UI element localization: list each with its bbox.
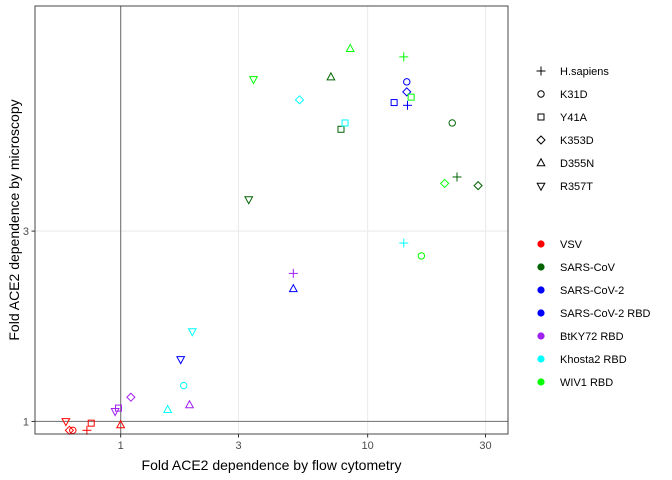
x-tick-label: 10 xyxy=(362,440,374,452)
data-point xyxy=(244,196,254,205)
shape-legend: H.sapiens K31D Y41A K353D D355N R357T xyxy=(536,66,609,193)
legend-color-key xyxy=(537,332,545,340)
color-legend: VSV SARS-CoV SARS-CoV-2 SARS-CoV-2 RBD BtKY7… xyxy=(537,239,651,389)
legend-label: VSV xyxy=(560,239,583,251)
color-legend-item: VSV xyxy=(537,239,583,251)
y-axis-title: Fold ACE2 dependence by microscopy xyxy=(6,99,22,340)
shape-legend-item: H.sapiens xyxy=(536,66,609,78)
legend-label: BtKY72 RBD xyxy=(560,331,624,343)
data-point xyxy=(126,392,136,402)
legend-label: Y41A xyxy=(560,112,588,124)
panel-border xyxy=(34,5,509,435)
data-point xyxy=(180,381,188,390)
color-legend-item: SARS-CoV-2 xyxy=(537,285,624,297)
legend-color-key xyxy=(537,240,545,248)
legend-label: SARS-CoV-2 xyxy=(560,285,624,297)
legend-key-triangle-down xyxy=(536,182,546,192)
data-point xyxy=(116,419,126,429)
data-point xyxy=(82,425,92,435)
color-legend-item: WIV1 RBD xyxy=(537,377,613,389)
data-point xyxy=(402,87,412,97)
legend-label: D355N xyxy=(560,158,594,170)
data-point xyxy=(345,43,355,52)
data-point xyxy=(294,95,305,105)
legend-label: SARS-CoV xyxy=(560,262,616,274)
legend-color-key xyxy=(537,263,545,271)
data-point xyxy=(187,328,197,337)
data-point xyxy=(110,408,120,417)
shape-legend-item: D355N xyxy=(536,157,594,170)
data-point xyxy=(448,119,456,127)
data-point xyxy=(69,426,77,435)
shape-legend-item: K353D xyxy=(536,135,594,147)
legend-color-key xyxy=(537,355,545,363)
legend-label: R357T xyxy=(560,181,593,193)
color-legend-item: SARS-CoV-2 RBD xyxy=(537,308,651,320)
data-points xyxy=(61,43,483,436)
data-point xyxy=(248,76,259,85)
y-axis-ticks: 13 xyxy=(23,226,35,428)
legend-label: Khosta2 RBD xyxy=(560,354,627,366)
data-point xyxy=(288,283,298,293)
x-tick-label: 30 xyxy=(479,440,491,452)
data-point xyxy=(403,100,413,110)
data-point xyxy=(337,125,345,133)
plot-panel xyxy=(34,5,509,436)
legend-key-circle xyxy=(537,90,545,98)
y-tick-label: 3 xyxy=(23,226,29,238)
data-point xyxy=(417,252,426,260)
legend-color-key xyxy=(537,286,545,294)
data-point xyxy=(341,119,349,127)
data-point xyxy=(163,404,173,414)
shape-legend-item: R357T xyxy=(536,181,593,193)
legend-label: H.sapiens xyxy=(560,66,609,78)
data-point xyxy=(176,356,186,365)
data-point xyxy=(399,238,409,248)
data-point xyxy=(439,178,450,189)
data-point xyxy=(473,180,483,191)
data-point xyxy=(326,71,336,81)
data-point xyxy=(87,419,95,427)
data-point xyxy=(403,78,411,86)
legend-key-triangle-up xyxy=(536,157,546,167)
legend-label: WIV1 RBD xyxy=(560,377,613,389)
legend-color-key xyxy=(537,309,545,317)
color-legend-item: SARS-CoV xyxy=(537,262,616,274)
data-point xyxy=(399,52,409,62)
x-axis-ticks: 1 3 10 30 xyxy=(118,434,492,452)
x-axis-title: Fold ACE2 dependence by flow cytometry xyxy=(142,457,402,473)
y-tick-label: 1 xyxy=(23,416,29,428)
data-point xyxy=(407,93,415,101)
legend-key-diamond xyxy=(536,135,546,145)
data-point xyxy=(61,418,71,427)
color-legend-item: Khosta2 RBD xyxy=(537,354,627,366)
legend-label: K31D xyxy=(560,89,588,101)
legend-key-plus xyxy=(536,66,546,76)
reference-lines xyxy=(35,6,508,434)
data-point xyxy=(452,172,462,182)
data-point xyxy=(184,399,195,409)
data-point xyxy=(390,99,398,107)
shape-legend-item: K31D xyxy=(537,89,588,101)
panel-background xyxy=(35,6,508,434)
shape-legend-item: Y41A xyxy=(537,112,588,124)
legend-label: SARS-CoV-2 RBD xyxy=(560,308,651,320)
legend-color-key xyxy=(537,378,545,386)
legend-label: K353D xyxy=(560,135,594,147)
x-tick-label: 1 xyxy=(118,440,124,452)
legend-key-square xyxy=(537,113,545,121)
x-tick-label: 3 xyxy=(235,440,241,452)
color-legend-item: BtKY72 RBD xyxy=(537,331,624,343)
data-point xyxy=(288,268,298,278)
